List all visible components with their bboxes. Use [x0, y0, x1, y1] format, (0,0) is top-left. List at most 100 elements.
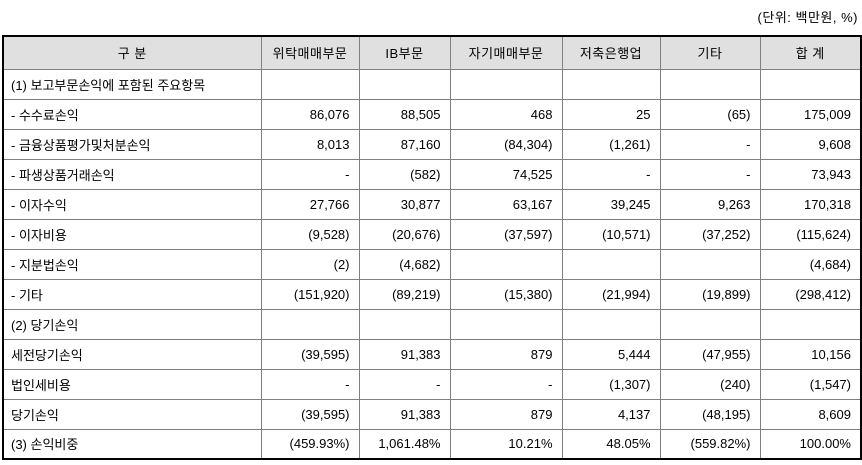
row-label: (1) 보고부문손익에 포함된 주요항목 [2, 68, 262, 100]
cell-value: 10,156 [759, 338, 862, 370]
cell-value [561, 308, 661, 340]
cell-value: 74,525 [449, 158, 563, 190]
cell-value: 879 [449, 398, 563, 430]
cell-value: - [659, 158, 761, 190]
cell-value: (1,261) [561, 128, 661, 160]
table-row: - 이자비용 (9,528) (20,676) (37,597) (10,571) (37… [2, 218, 862, 250]
cell-value: 9,608 [759, 128, 862, 160]
row-label: - 이자수익 [2, 188, 262, 220]
table-row: 당기손익 (39,595) 91,383 879 4,137 (48,195) 8,609 [2, 398, 862, 430]
cell-value: (9,528) [260, 218, 360, 250]
table-row: (1) 보고부문손익에 포함된 주요항목 [2, 68, 862, 100]
table-header-row: 구 분 위탁매매부문 IB부문 자기매매부문 저축은행업 기타 합 계 [2, 35, 862, 70]
table-row: (2) 당기손익 [2, 308, 862, 340]
cell-value: (1,307) [561, 368, 661, 400]
cell-value: (10,571) [561, 218, 661, 250]
cell-value: 91,383 [358, 338, 451, 370]
cell-value: (39,595) [260, 338, 360, 370]
cell-value: (15,380) [449, 278, 563, 310]
column-header-2: IB부문 [358, 35, 451, 70]
cell-value: 4,137 [561, 398, 661, 430]
cell-value [561, 68, 661, 100]
cell-value: 48.05% [561, 428, 661, 460]
table-row: (3) 손익비중 (459.93%) 1,061.48% 10.21% 48.05% (5… [2, 428, 862, 460]
column-header-3: 자기매매부문 [449, 35, 563, 70]
table-row: - 지분법손익 (2) (4,682) (4,684) [2, 248, 862, 280]
row-label: - 금융상품평가및처분손익 [2, 128, 262, 160]
cell-value: 30,877 [358, 188, 451, 220]
row-label: 당기손익 [2, 398, 262, 430]
cell-value [358, 68, 451, 100]
cell-value: (240) [659, 368, 761, 400]
cell-value: 100.00% [759, 428, 862, 460]
cell-value [759, 68, 862, 100]
cell-value: 175,009 [759, 98, 862, 130]
cell-value: (37,597) [449, 218, 563, 250]
cell-value [659, 308, 761, 340]
cell-value [260, 308, 360, 340]
cell-value: (115,624) [759, 218, 862, 250]
cell-value [449, 248, 563, 280]
cell-value: 39,245 [561, 188, 661, 220]
cell-value: 88,505 [358, 98, 451, 130]
cell-value: 73,943 [759, 158, 862, 190]
cell-value: (47,955) [659, 338, 761, 370]
row-label: - 파생상품거래손익 [2, 158, 262, 190]
cell-value [449, 308, 563, 340]
cell-value [358, 308, 451, 340]
row-label: - 기타 [2, 278, 262, 310]
cell-value: - [260, 158, 360, 190]
cell-value: (48,195) [659, 398, 761, 430]
cell-value: (65) [659, 98, 761, 130]
cell-value: 86,076 [260, 98, 360, 130]
row-label: - 이자비용 [2, 218, 262, 250]
cell-value: (4,684) [759, 248, 862, 280]
cell-value [561, 248, 661, 280]
cell-value [260, 68, 360, 100]
cell-value: (39,595) [260, 398, 360, 430]
row-label: 세전당기손익 [2, 338, 262, 370]
cell-value: (582) [358, 158, 451, 190]
table-row: 법인세비용 - - - (1,307) (240) (1,547) [2, 368, 862, 400]
cell-value [659, 248, 761, 280]
cell-value: - [260, 368, 360, 400]
cell-value [659, 68, 761, 100]
cell-value: 9,263 [659, 188, 761, 220]
cell-value: 8,013 [260, 128, 360, 160]
cell-value: 468 [449, 98, 563, 130]
cell-value: 10.21% [449, 428, 563, 460]
cell-value: (21,994) [561, 278, 661, 310]
cell-value: - [561, 158, 661, 190]
cell-value: - [659, 128, 761, 160]
table-body: (1) 보고부문손익에 포함된 주요항목 - 수수료손익 86,076 88,505 4… [2, 68, 862, 460]
cell-value: 8,609 [759, 398, 862, 430]
cell-value: 87,160 [358, 128, 451, 160]
cell-value: 91,383 [358, 398, 451, 430]
cell-value: 1,061.48% [358, 428, 451, 460]
cell-value: (2) [260, 248, 360, 280]
cell-value: (37,252) [659, 218, 761, 250]
cell-value: 170,318 [759, 188, 862, 220]
cell-value: (298,412) [759, 278, 862, 310]
cell-value: 27,766 [260, 188, 360, 220]
cell-value: (459.93%) [260, 428, 360, 460]
cell-value: (84,304) [449, 128, 563, 160]
row-label: - 지분법손익 [2, 248, 262, 280]
cell-value: - [449, 368, 563, 400]
table-row: 세전당기손익 (39,595) 91,383 879 5,444 (47,955) 10,1… [2, 338, 862, 370]
row-label: (2) 당기손익 [2, 308, 262, 340]
table-row: - 기타 (151,920) (89,219) (15,380) (21,994) (19… [2, 278, 862, 310]
column-header-6: 합 계 [759, 35, 862, 70]
cell-value [759, 308, 862, 340]
cell-value: (20,676) [358, 218, 451, 250]
cell-value: (89,219) [358, 278, 451, 310]
cell-value: (1,547) [759, 368, 862, 400]
cell-value: (4,682) [358, 248, 451, 280]
cell-value: - [358, 368, 451, 400]
row-label: - 수수료손익 [2, 98, 262, 130]
table-row: - 수수료손익 86,076 88,505 468 25 (65) 175,009 [2, 98, 862, 130]
column-header-5: 기타 [659, 35, 761, 70]
cell-value: (19,899) [659, 278, 761, 310]
column-header-0: 구 분 [2, 35, 262, 70]
row-label: 법인세비용 [2, 368, 262, 400]
